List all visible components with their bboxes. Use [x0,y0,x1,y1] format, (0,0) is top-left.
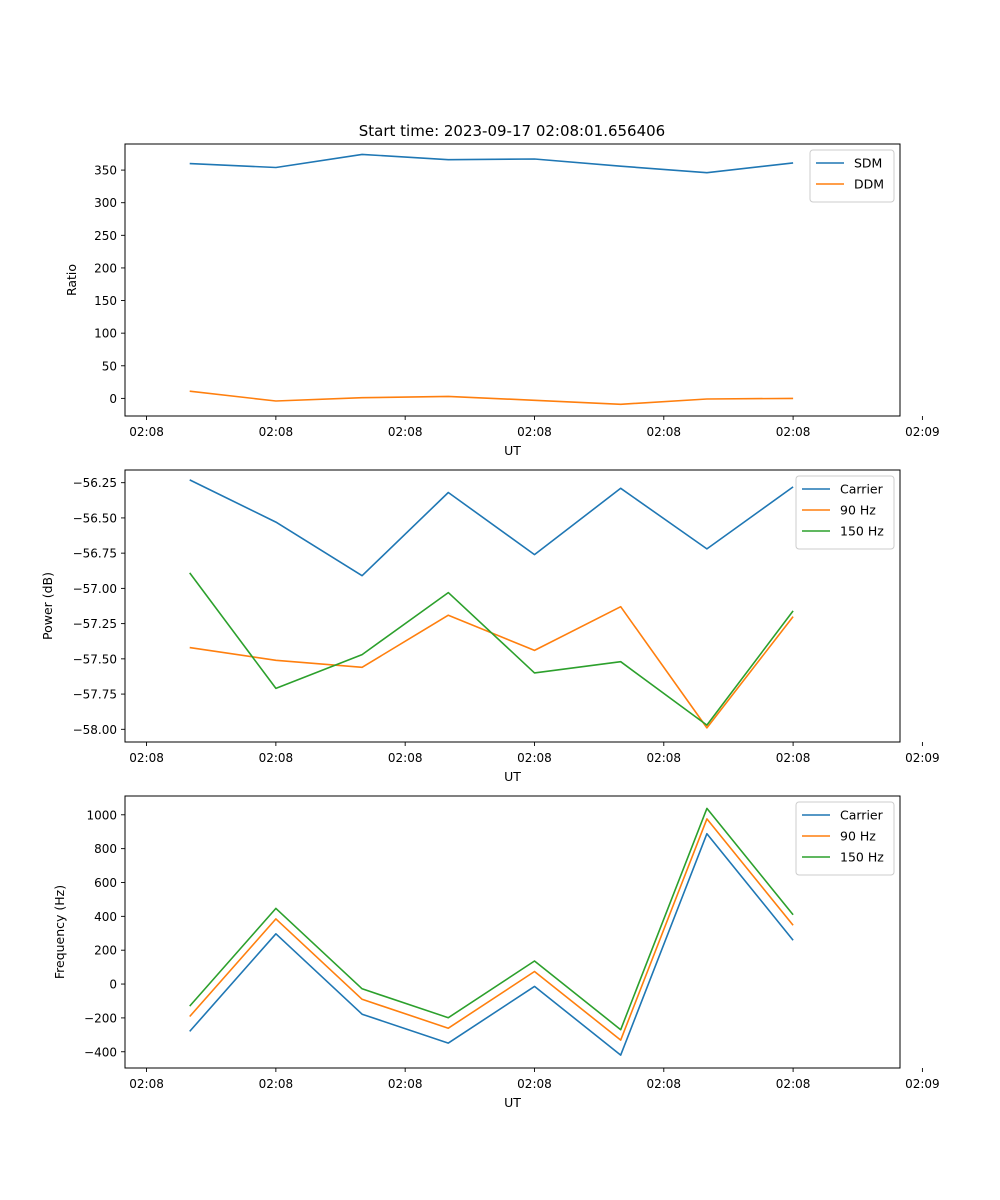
y-axis-label: Power (dB) [40,572,55,640]
y-tick-label: −57.25 [73,617,117,631]
y-tick-label: −58.00 [73,723,117,737]
y-tick-label: −57.00 [73,582,117,596]
y-tick-label: −57.75 [73,688,117,702]
y-axis-label: Frequency (Hz) [52,885,67,979]
x-tick-label: 02:08 [776,751,811,765]
legend-label: DDM [854,177,884,192]
x-tick-label: 02:08 [776,425,811,439]
x-tick-label: 02:09 [905,425,940,439]
legend-label: 90 Hz [840,829,876,844]
y-tick-label: 600 [94,876,117,890]
y-tick-label: 50 [102,359,117,373]
series-line-ddm [189,390,794,406]
legend-label: SDM [854,156,882,171]
y-tick-label: −56.75 [73,547,117,561]
x-tick-label: 02:08 [129,1077,164,1091]
series-line-carrier [189,832,794,1056]
legend: SDM DDM [809,149,895,203]
legend-label: 90 Hz [840,503,876,518]
y-tick-label: 300 [94,196,117,210]
x-tick-label: 02:08 [259,425,294,439]
y-tick-label: 0 [109,392,117,406]
axes-frame [124,143,901,417]
y-tick-label: 250 [94,229,117,243]
y-tick-label: 800 [94,842,117,856]
legend-label: Carrier [840,482,884,497]
x-tick-label: 02:08 [388,751,423,765]
y-axis-label: Ratio [64,264,79,296]
x-tick-label: 02:08 [388,425,423,439]
x-tick-label: 02:08 [776,1077,811,1091]
series-line-90-hz [189,818,794,1041]
figure-title: Start time: 2023-09-17 02:08:01.656406 [359,122,665,140]
legend: Carrier 90 Hz 150 Hz [795,801,895,876]
y-tick-label: 150 [94,294,117,308]
axes-frame [124,469,901,743]
y-tick-label: −56.50 [73,511,117,525]
y-tick-label: 400 [94,910,117,924]
y-tick-label: −400 [84,1045,117,1059]
x-tick-label: 02:08 [259,1077,294,1091]
chart-2: 02:08 02:08 02:08 02:08 02:08 02:08 02:09 −58.0… [40,469,940,784]
y-tick-label: 0 [109,978,117,992]
x-tick-label: 02:08 [129,425,164,439]
y-tick-label: −200 [84,1011,117,1025]
x-tick-label: 02:09 [905,1077,940,1091]
y-tick-label: 200 [94,944,117,958]
x-tick-label: 02:08 [259,751,294,765]
legend-label: 150 Hz [840,850,884,865]
x-tick-label: 02:08 [388,1077,423,1091]
x-tick-label: 02:08 [517,425,552,439]
chart-1: 02:08 02:08 02:08 02:08 02:08 02:08 02:09 0 50 10… [64,143,940,458]
x-tick-label: 02:08 [517,1077,552,1091]
axes-frame [124,795,901,1069]
x-axis-label: UT [504,443,521,458]
y-tick-label: 1000 [86,808,117,822]
x-axis-label: UT [504,769,521,784]
chart-3: 02:08 02:08 02:08 02:08 02:08 02:08 02:09 −400 −… [52,795,940,1110]
y-tick-label: 350 [94,164,117,178]
x-tick-label: 02:08 [646,425,681,439]
series-line-150-hz [189,572,794,726]
x-tick-label: 02:08 [129,751,164,765]
x-tick-label: 02:09 [905,751,940,765]
x-axis-label: UT [504,1095,521,1110]
y-tick-label: −57.50 [73,652,117,666]
y-tick-label: −56.25 [73,476,117,490]
legend-label: Carrier [840,808,884,823]
y-tick-label: 200 [94,261,117,275]
series-line-carrier [189,479,794,577]
y-tick-label: 100 [94,327,117,341]
series-line-sdm [189,153,794,174]
x-tick-label: 02:08 [646,751,681,765]
series-line-150-hz [189,807,794,1031]
legend-label: 150 Hz [840,524,884,539]
legend: Carrier 90 Hz 150 Hz [795,475,895,550]
plots: 02:08 02:08 02:08 02:08 02:08 02:08 02:09 0 50 10… [40,143,940,1110]
x-tick-label: 02:08 [646,1077,681,1091]
x-tick-label: 02:08 [517,751,552,765]
